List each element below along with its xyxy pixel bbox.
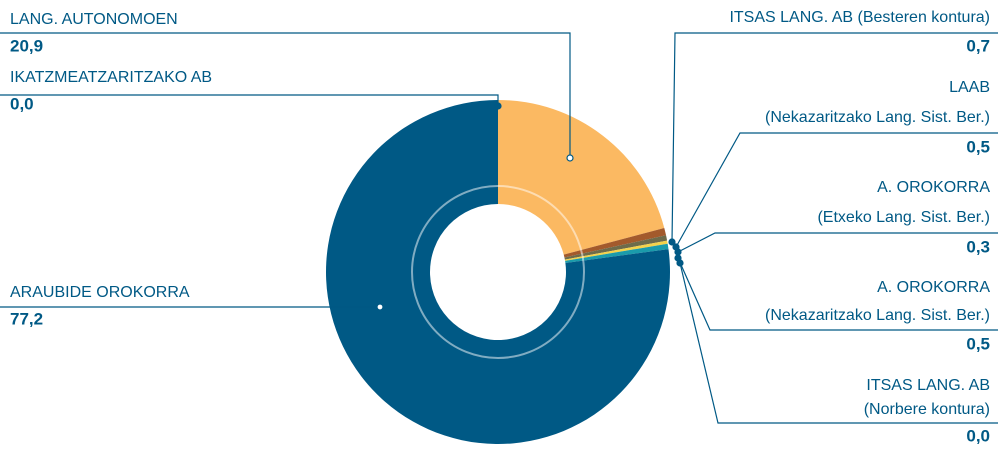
category-label: (Nekazaritzako Lang. Sist. Ber.) xyxy=(765,307,990,324)
leader-line xyxy=(0,32,571,158)
donut-segment xyxy=(564,235,668,260)
category-label: ITSAS LANG. AB (Besteren kontura) xyxy=(729,9,990,26)
leader-line xyxy=(675,132,998,248)
category-label: A. OROKORRA xyxy=(877,179,990,196)
category-label: (Nekazaritzako Lang. Sist. Ber.) xyxy=(765,109,990,126)
value-label: 0,0 xyxy=(966,426,990,445)
leader-line xyxy=(677,232,998,253)
leader-line xyxy=(671,32,998,243)
donut-segment xyxy=(564,240,668,261)
donut-segment xyxy=(326,100,671,444)
leader-dot xyxy=(676,259,684,267)
leader-dot xyxy=(566,154,574,162)
leader-dot xyxy=(674,248,682,256)
leader-dot xyxy=(494,102,502,110)
leader-dot xyxy=(668,238,676,246)
donut-segment xyxy=(498,100,665,255)
value-label: 0,0 xyxy=(10,94,34,113)
value-label: 77,2 xyxy=(10,309,43,328)
category-label: ARAUBIDE OROKORRA xyxy=(10,284,190,301)
category-label: LANG. AUTONOMOEN xyxy=(10,11,178,28)
value-label: 0,3 xyxy=(966,237,990,256)
category-label: (Etxeko Lang. Sist. Ber.) xyxy=(817,209,990,226)
value-label: 0,5 xyxy=(966,334,990,353)
value-label: 0,5 xyxy=(966,137,990,156)
inner-ring xyxy=(411,185,585,359)
leader-line xyxy=(679,262,998,424)
leader-line xyxy=(0,94,499,106)
category-label: IKATZMEATZARITZAKO AB xyxy=(10,69,212,86)
category-label: A. OROKORRA xyxy=(877,279,990,296)
category-label: ITSAS LANG. AB xyxy=(866,377,990,394)
value-label: 20,9 xyxy=(10,36,43,55)
value-label: 0,7 xyxy=(966,36,990,55)
category-label: LAAB xyxy=(949,79,990,96)
leader-dot xyxy=(376,303,384,311)
leader-line xyxy=(677,257,998,331)
donut-segment xyxy=(563,227,667,258)
category-label: (Norbere kontura) xyxy=(864,401,990,418)
donut-segment xyxy=(565,243,669,263)
